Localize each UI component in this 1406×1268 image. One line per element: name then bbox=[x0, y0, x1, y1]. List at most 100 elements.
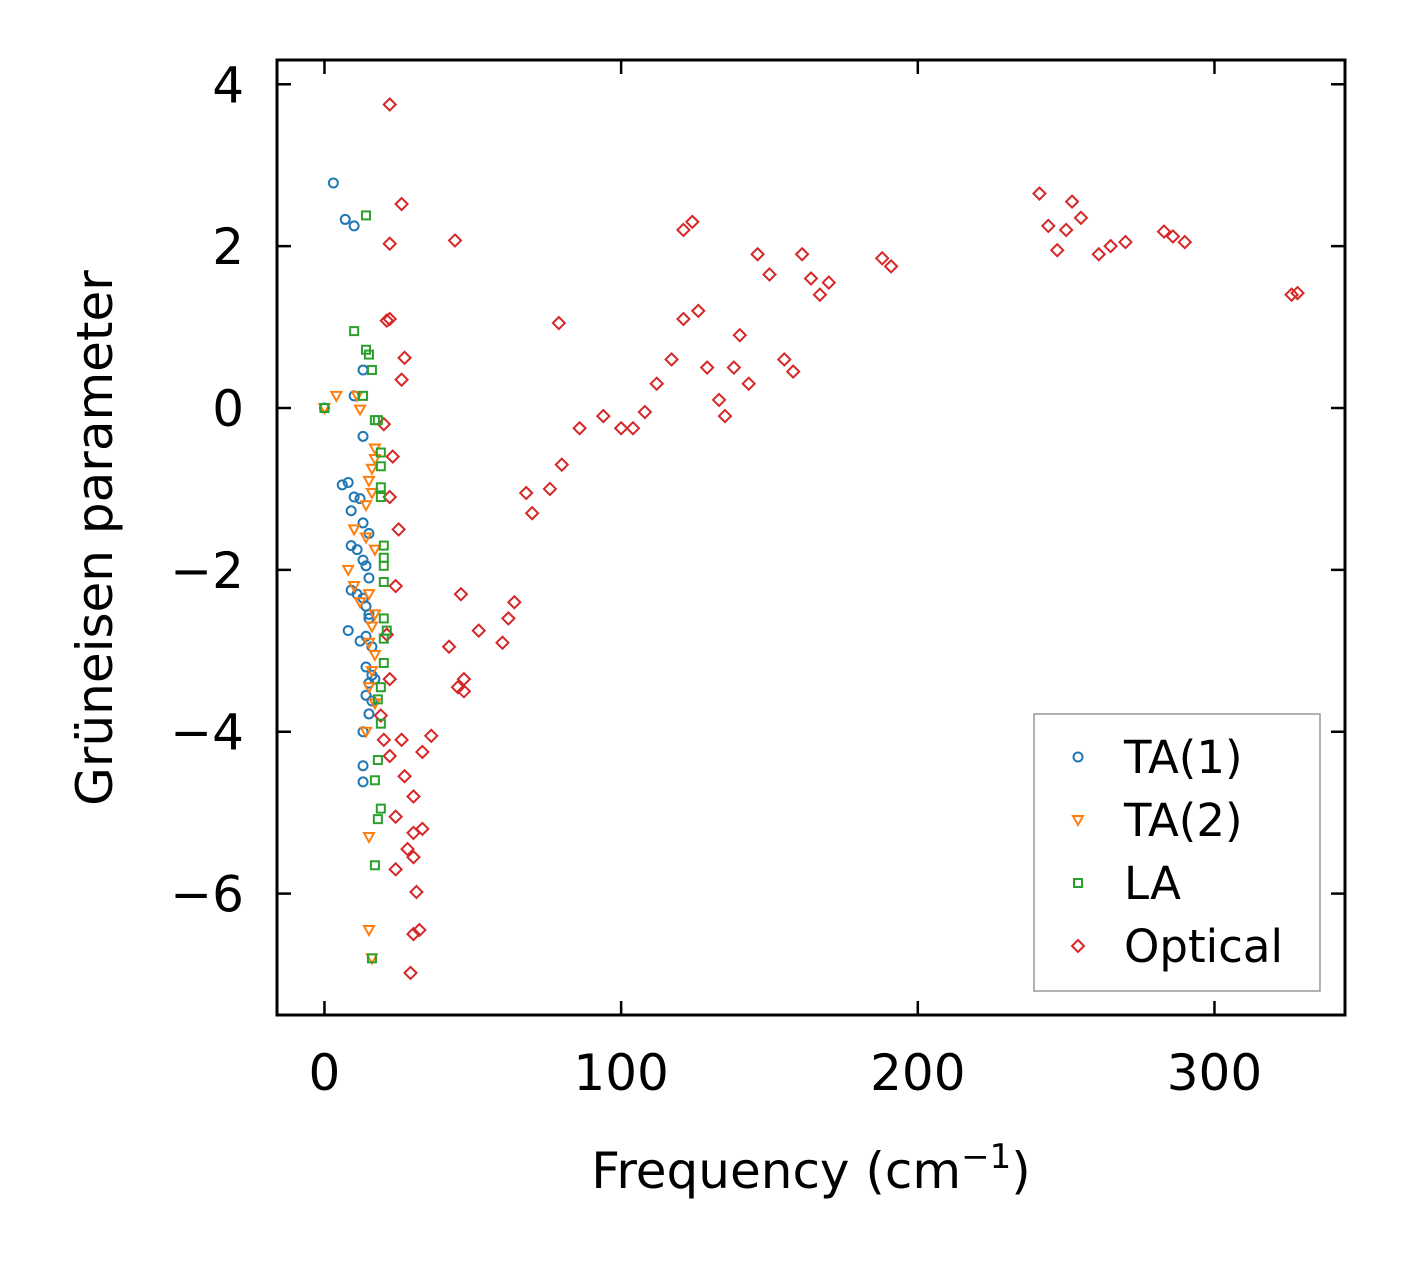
data-point bbox=[357, 776, 369, 788]
data-point bbox=[375, 718, 386, 729]
data-point bbox=[378, 577, 389, 588]
data-point bbox=[342, 476, 354, 488]
data-point bbox=[379, 313, 395, 329]
data-point bbox=[406, 849, 421, 865]
data-point bbox=[625, 420, 641, 436]
data-point bbox=[369, 860, 380, 871]
x-tick-label: 200 bbox=[870, 1044, 965, 1102]
data-point bbox=[354, 493, 366, 505]
data-point bbox=[676, 311, 691, 327]
data-point bbox=[376, 732, 392, 748]
data-point bbox=[342, 625, 354, 637]
x-tick-label: 0 bbox=[309, 1044, 341, 1102]
data-point bbox=[362, 831, 376, 845]
data-point bbox=[363, 349, 374, 360]
y-tick-label: −2 bbox=[170, 542, 244, 600]
data-point bbox=[353, 597, 367, 610]
data-point bbox=[375, 492, 386, 503]
y-tick-label: −4 bbox=[170, 704, 244, 762]
data-point bbox=[403, 965, 418, 981]
axes-frame bbox=[275, 58, 1347, 1017]
data-point bbox=[1064, 194, 1080, 210]
data-point bbox=[357, 517, 369, 529]
data-point bbox=[423, 728, 439, 744]
data-point bbox=[368, 544, 382, 557]
data-point bbox=[500, 611, 516, 626]
data-point bbox=[362, 637, 376, 650]
data-point bbox=[372, 814, 383, 825]
data-point bbox=[382, 671, 398, 687]
data-point bbox=[690, 303, 706, 319]
data-point bbox=[357, 760, 369, 772]
y-tick-label: 4 bbox=[212, 56, 244, 114]
data-point bbox=[518, 485, 534, 501]
data-point bbox=[382, 748, 398, 764]
data-point bbox=[649, 376, 665, 392]
data-point bbox=[554, 457, 570, 473]
data-point bbox=[348, 491, 360, 503]
series-la bbox=[319, 210, 392, 964]
data-point bbox=[363, 708, 375, 720]
data-point bbox=[375, 461, 386, 472]
legend-marker bbox=[1070, 938, 1086, 954]
data-point bbox=[368, 609, 382, 622]
data-point bbox=[319, 403, 330, 414]
marks-layer bbox=[317, 97, 1305, 981]
data-point bbox=[361, 210, 371, 221]
data-point bbox=[1284, 287, 1300, 303]
legend-entry: TA(1) bbox=[1072, 731, 1243, 784]
data-point bbox=[456, 683, 472, 699]
data-point bbox=[339, 213, 351, 225]
x-axis-label: Frequency (cm−1) bbox=[591, 1137, 1031, 1200]
series-optical bbox=[373, 97, 1305, 981]
data-point bbox=[357, 364, 369, 376]
data-point bbox=[363, 572, 375, 584]
data-point bbox=[794, 246, 810, 262]
data-point bbox=[369, 775, 380, 786]
data-point bbox=[375, 482, 386, 493]
data-point bbox=[378, 560, 389, 571]
data-point bbox=[362, 925, 376, 938]
data-point bbox=[382, 236, 398, 252]
data-point bbox=[676, 222, 691, 238]
data-point bbox=[726, 360, 742, 375]
data-point bbox=[359, 500, 373, 513]
data-point bbox=[1049, 242, 1065, 258]
data-point bbox=[495, 635, 510, 651]
data-point bbox=[1118, 234, 1133, 250]
legend-entry: Optical bbox=[1070, 920, 1283, 973]
data-point bbox=[368, 649, 382, 662]
data-point bbox=[785, 364, 801, 380]
data-point bbox=[595, 408, 611, 424]
data-point bbox=[345, 505, 357, 517]
data-point bbox=[365, 463, 379, 476]
data-point bbox=[366, 364, 377, 375]
legend-label: TA(1) bbox=[1123, 731, 1243, 784]
data-point bbox=[359, 532, 373, 545]
legend-entry: LA bbox=[1073, 857, 1181, 910]
data-point bbox=[375, 447, 386, 458]
data-point bbox=[684, 214, 700, 230]
data-point bbox=[613, 420, 629, 436]
data-point bbox=[357, 554, 369, 566]
data-point bbox=[359, 726, 373, 739]
y-axis-label: Grüneisen parameter bbox=[66, 270, 124, 806]
legend-label: LA bbox=[1124, 857, 1181, 910]
data-point bbox=[637, 404, 653, 420]
data-point bbox=[365, 487, 379, 501]
data-point bbox=[375, 682, 386, 693]
data-point bbox=[1103, 238, 1119, 254]
legend-label: Optical bbox=[1124, 920, 1283, 973]
legend-label: TA(2) bbox=[1123, 794, 1243, 847]
data-point bbox=[348, 220, 360, 232]
data-point bbox=[347, 581, 361, 594]
data-point bbox=[551, 315, 567, 331]
data-point bbox=[1032, 186, 1047, 201]
data-point bbox=[365, 621, 379, 634]
data-point bbox=[441, 639, 457, 655]
data-point bbox=[453, 586, 469, 602]
legend-marker bbox=[1071, 815, 1085, 828]
data-point bbox=[388, 809, 404, 825]
